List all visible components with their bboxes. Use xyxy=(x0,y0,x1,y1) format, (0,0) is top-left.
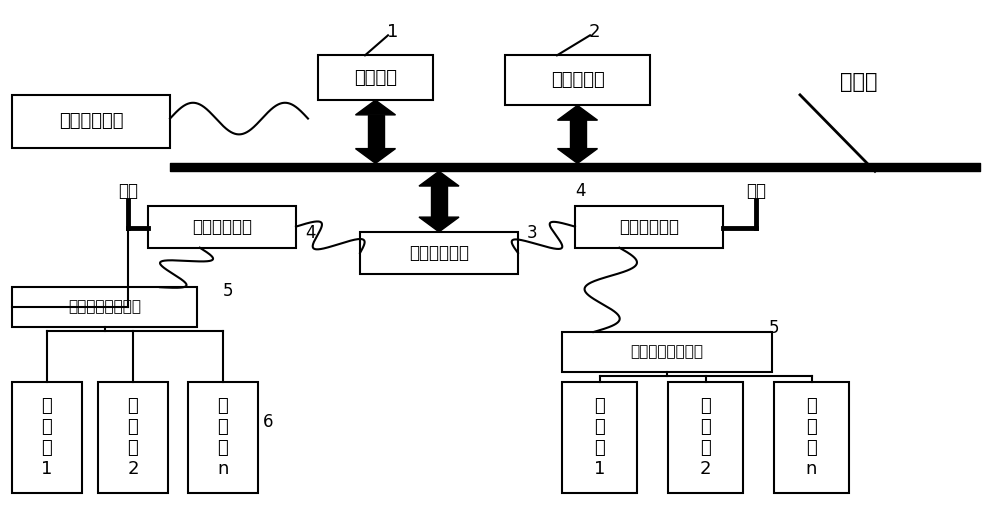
FancyBboxPatch shape xyxy=(318,55,433,100)
Text: 4: 4 xyxy=(305,224,315,242)
Text: 2: 2 xyxy=(588,23,600,41)
Text: 分时共享充电电源: 分时共享充电电源 xyxy=(631,344,704,359)
FancyBboxPatch shape xyxy=(360,232,518,274)
Polygon shape xyxy=(419,171,459,186)
Text: 以太网: 以太网 xyxy=(840,72,878,92)
Text: 充
电
桩
1: 充 电 桩 1 xyxy=(594,397,605,477)
FancyBboxPatch shape xyxy=(12,382,82,493)
FancyBboxPatch shape xyxy=(562,332,772,372)
Text: 市电: 市电 xyxy=(118,182,138,200)
FancyBboxPatch shape xyxy=(774,382,849,493)
Text: 监控服务器: 监控服务器 xyxy=(551,71,604,90)
Polygon shape xyxy=(431,186,447,217)
Text: 充电显示: 充电显示 xyxy=(354,69,397,87)
FancyBboxPatch shape xyxy=(12,287,197,327)
FancyBboxPatch shape xyxy=(575,206,723,248)
Text: 6: 6 xyxy=(263,413,273,431)
Polygon shape xyxy=(368,115,384,149)
Text: 充
电
桩
n: 充 电 桩 n xyxy=(217,397,229,477)
Polygon shape xyxy=(558,149,598,163)
Text: 市电: 市电 xyxy=(746,182,766,200)
FancyBboxPatch shape xyxy=(505,55,650,105)
Text: 控制终端模块: 控制终端模块 xyxy=(619,218,679,236)
Polygon shape xyxy=(419,217,459,232)
Polygon shape xyxy=(356,100,396,115)
FancyBboxPatch shape xyxy=(148,206,296,248)
Polygon shape xyxy=(558,105,598,120)
FancyBboxPatch shape xyxy=(562,382,637,493)
Polygon shape xyxy=(356,149,396,163)
FancyBboxPatch shape xyxy=(188,382,258,493)
Text: 4: 4 xyxy=(575,182,585,200)
Text: 5: 5 xyxy=(769,319,779,337)
Text: 5: 5 xyxy=(223,282,233,300)
Text: 充
电
桩
2: 充 电 桩 2 xyxy=(700,397,711,477)
Polygon shape xyxy=(570,120,586,149)
FancyBboxPatch shape xyxy=(98,382,168,493)
Text: 分时共享充电电源: 分时共享充电电源 xyxy=(68,299,141,315)
Text: 1: 1 xyxy=(387,23,399,41)
Text: 充
电
桩
2: 充 电 桩 2 xyxy=(127,397,139,477)
Text: 充
电
桩
1: 充 电 桩 1 xyxy=(41,397,53,477)
Text: 移动手机终端: 移动手机终端 xyxy=(59,112,123,130)
Text: 控制终端模块: 控制终端模块 xyxy=(192,218,252,236)
FancyBboxPatch shape xyxy=(668,382,743,493)
Text: 数据采集模块: 数据采集模块 xyxy=(409,244,469,262)
FancyBboxPatch shape xyxy=(12,95,170,148)
Text: 充
电
桩
n: 充 电 桩 n xyxy=(806,397,817,477)
Text: 3: 3 xyxy=(527,224,537,242)
